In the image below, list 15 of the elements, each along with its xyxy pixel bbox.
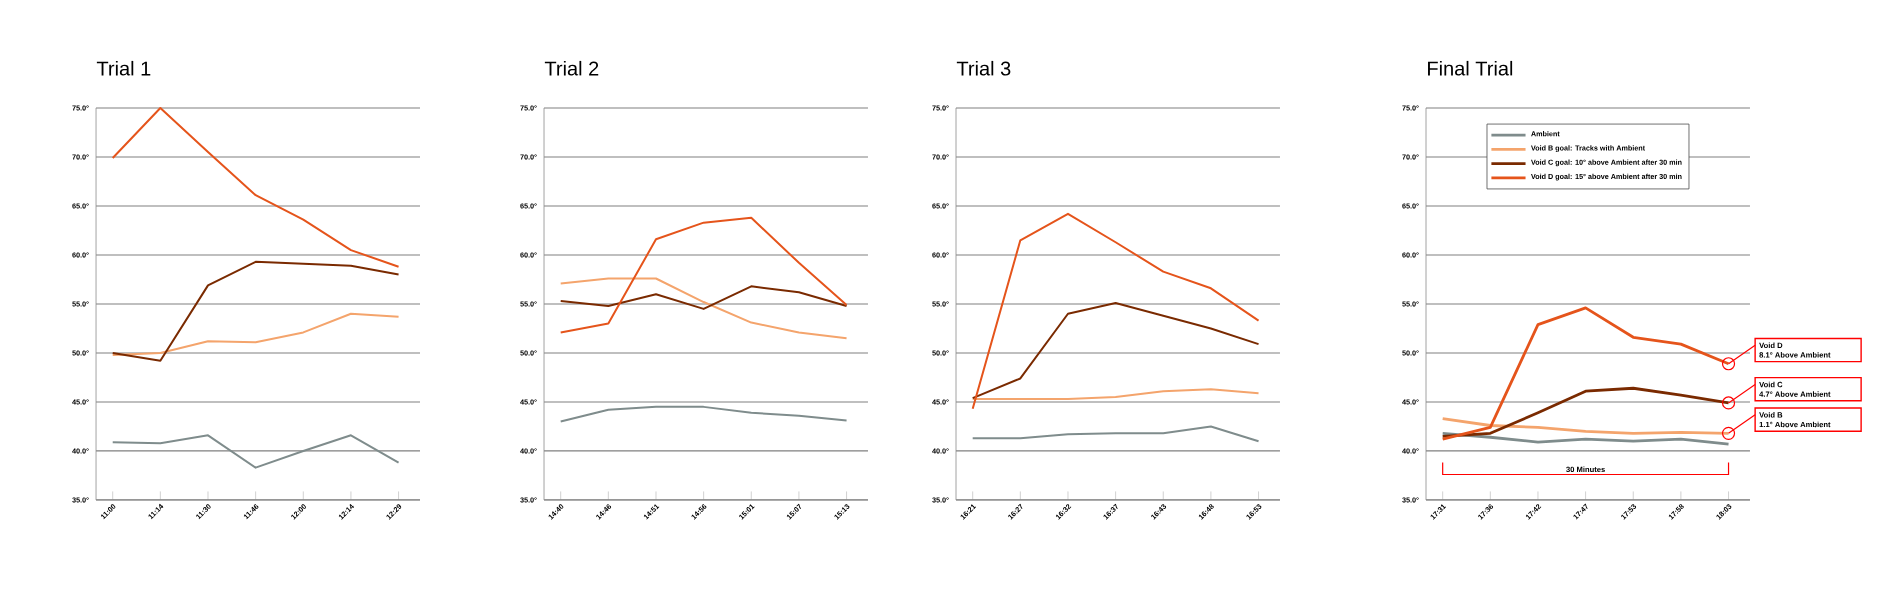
line-series [111,106,400,268]
chart-title: Trial 2 [544,60,599,76]
line-series [111,312,400,356]
chart-title: Final Trial [1428,60,1513,76]
line-series [971,212,1260,410]
chart-title: Trial 1 [96,60,151,76]
line-series [559,285,848,310]
line-series [559,405,848,423]
line-series [971,302,1260,400]
line-series [971,425,1260,443]
line-series [111,260,400,362]
line-series [559,277,848,340]
line-series [559,216,848,334]
line-series [111,434,400,469]
chart-title: Trial 3 [956,60,1011,76]
